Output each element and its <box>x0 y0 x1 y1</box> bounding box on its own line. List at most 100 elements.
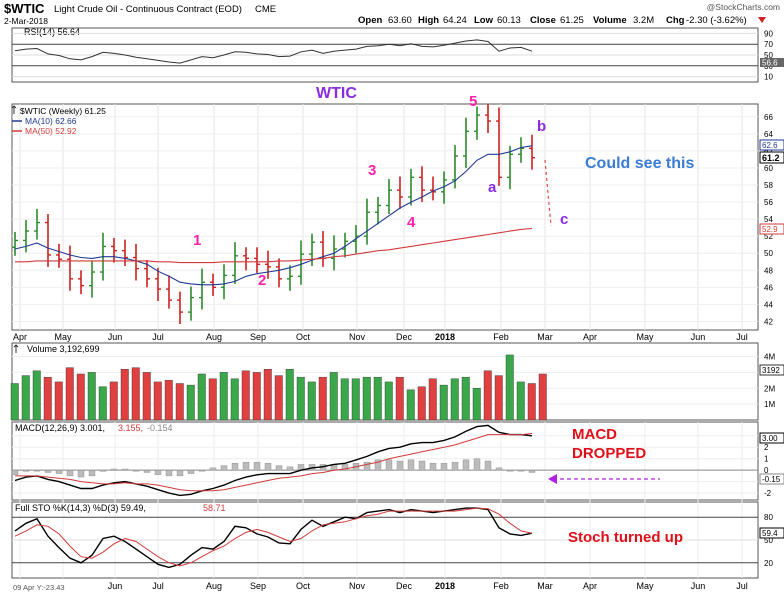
crosshair-note-bg <box>12 582 72 592</box>
macd-line <box>14 424 533 497</box>
macd-histogram-bar <box>451 461 459 471</box>
macd-histogram <box>11 458 536 478</box>
macd-label: MACD(12,26,9) 3.001, <box>15 423 105 433</box>
ma10-line <box>14 145 533 286</box>
x-tick-label: May <box>54 332 72 342</box>
macd-histogram-bar <box>363 461 371 471</box>
price-tick-label: 44 <box>764 300 773 309</box>
rsi-tick-label: 10 <box>764 73 773 82</box>
rsi-value-text: 56.6 <box>762 59 778 68</box>
x-tick-label: Feb <box>493 581 509 591</box>
panel-frames <box>11 27 759 579</box>
close-label: Close <box>530 15 556 26</box>
x-tick-label: Aug <box>206 332 222 342</box>
x-tick-label: Mar <box>537 581 553 591</box>
volume-bar <box>87 372 96 421</box>
sto-d-line <box>14 507 533 567</box>
volume-bar <box>329 372 338 421</box>
macd-histogram-bar <box>462 459 470 471</box>
x-tick-label: Mar <box>537 332 553 342</box>
x-axis-top: Apr May Jun Jul Aug Sep Oct Nov Dec 2018 Feb Mar Apr… <box>13 332 748 342</box>
volume-tick-label: 1M <box>764 400 775 409</box>
sto-tick-label: 80 <box>764 513 773 522</box>
volume-bar <box>395 376 404 421</box>
volume-bar <box>153 381 162 421</box>
sto-tick-label: 20 <box>764 559 773 568</box>
macd-histogram-bar <box>121 468 129 471</box>
wave-1-label: 1 <box>193 232 201 249</box>
macd-histogram-bar <box>484 460 492 471</box>
volume-bar <box>296 376 305 421</box>
volume-label: Volume <box>593 15 627 26</box>
high-label: High <box>418 15 439 26</box>
ma50-line <box>15 227 533 264</box>
x-tick-label: Jun <box>108 332 123 342</box>
volume-bar-icon <box>13 344 19 353</box>
x-tick-label: Apr <box>583 332 597 342</box>
macd-tick-label: 2 <box>764 443 769 452</box>
wave-3-label: 3 <box>368 162 376 179</box>
macd-histogram-bar <box>341 464 349 471</box>
rsi-panel: RSI(14) 56.64 9070503010 56.6 <box>12 27 784 82</box>
macd-tick-label: 0 <box>764 466 769 475</box>
macd-tick-label: -2 <box>764 489 772 498</box>
exchange: CME <box>255 4 276 15</box>
crosshair-note: 09 Apr Y:-23.43 <box>13 583 65 592</box>
wave-2-label: 2 <box>258 272 266 289</box>
volume-bar <box>263 369 272 421</box>
price-tick-label: 58 <box>764 181 773 190</box>
price-tick-label: 54 <box>764 215 773 224</box>
volume-tick-label: 4M <box>764 353 775 362</box>
macd-histogram-bar <box>275 465 283 471</box>
volume-bar <box>164 380 173 421</box>
macd-axis: 3210-1-2 <box>12 432 772 498</box>
macd-histogram-bar <box>77 469 85 478</box>
volume-bar <box>43 376 52 421</box>
volume-bar <box>219 372 228 421</box>
symbol: $WTIC <box>4 1 45 16</box>
ma10-value-text: 62.6 <box>762 141 778 150</box>
macd-histogram-bar <box>198 469 206 472</box>
grid-lines <box>19 104 743 578</box>
x-tick-label: Jul <box>736 332 748 342</box>
rsi-tick-label: 90 <box>764 29 773 38</box>
quote-line: Open 63.60 High 64.24 Low 60.13 Close 61… <box>358 15 766 26</box>
close-value-box <box>759 151 784 164</box>
volume-bar <box>285 369 294 421</box>
macd-histogram-bar <box>154 469 162 475</box>
macd-histogram-bar <box>495 467 503 471</box>
price-tick-label: 56 <box>764 198 773 207</box>
price-tick-label: 66 <box>764 113 773 122</box>
macd-note-line1: MACD <box>572 426 617 443</box>
sto-tick-label: 50 <box>764 536 773 545</box>
macd-histogram-bar <box>242 461 250 471</box>
projection-dashed-line <box>544 159 552 227</box>
volume-bar <box>65 367 74 421</box>
macd-histogram-bar <box>418 460 426 471</box>
macd-histogram-bar <box>253 461 261 471</box>
macd-histogram-bar <box>473 458 481 471</box>
legend-price: $WTIC (Weekly) 61.25 <box>20 106 106 116</box>
macd-histogram-bar <box>231 463 239 471</box>
macd-note-line2: DROPPED <box>572 445 646 462</box>
macd-histogram-bar <box>55 469 63 474</box>
sto-axis: 80 50 20 <box>12 513 773 568</box>
left-arrow-icon <box>548 474 557 484</box>
bar-icon <box>11 105 17 114</box>
open-label: Open <box>358 15 382 26</box>
price-tick-label: 60 <box>764 164 773 173</box>
price-value-boxes: 62.6 61.2 52.9 <box>759 139 784 235</box>
header: $WTIC Light Crude Oil - Continuous Contr… <box>4 1 780 26</box>
macd-histogram-bar <box>440 463 448 471</box>
x-tick-label: Oct <box>296 332 311 342</box>
volume-bar <box>252 372 261 421</box>
volume-bar <box>230 378 239 421</box>
sto-d-label: 58.71 <box>203 503 226 513</box>
chart-date: 2-Mar-2018 <box>4 16 48 26</box>
volume-bar <box>494 375 503 421</box>
x-tick-label: Jun <box>691 332 706 342</box>
chg-label: Chg <box>666 15 685 26</box>
volume-bar <box>307 381 316 421</box>
panel-frame-price <box>11 103 759 331</box>
wave-a-label: a <box>488 179 497 196</box>
